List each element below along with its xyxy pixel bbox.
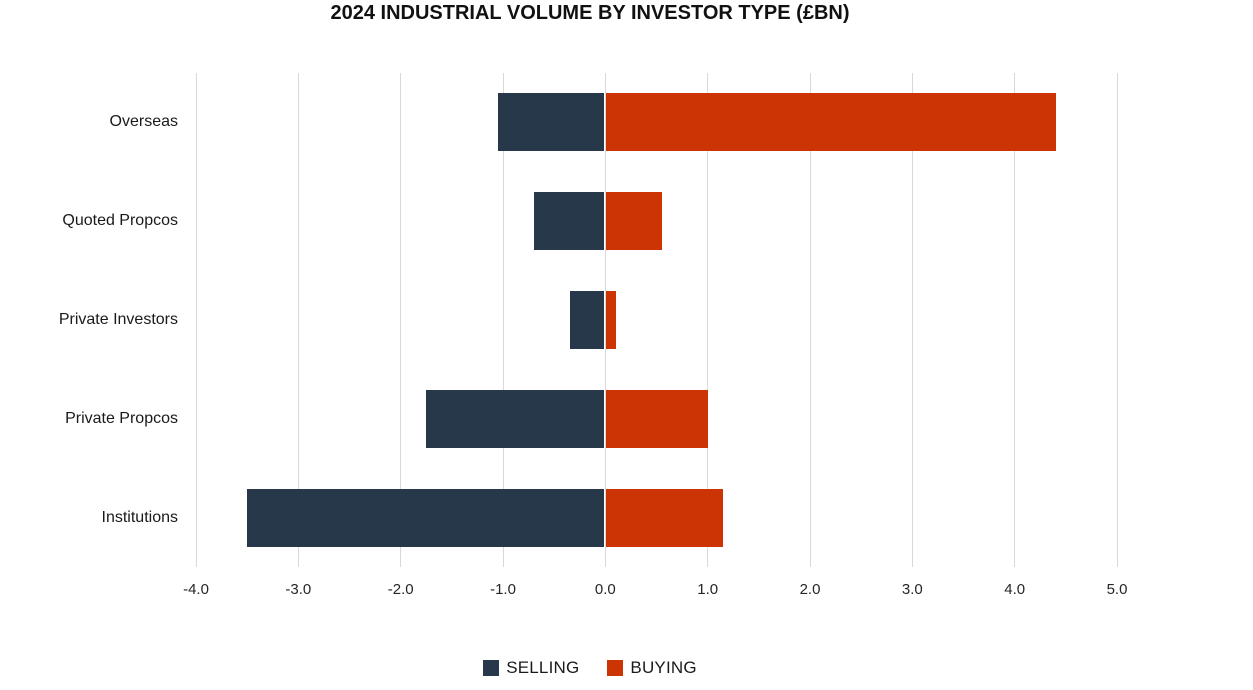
x-tick-label: 1.0	[697, 581, 719, 598]
x-tick-label: 4.0	[1004, 581, 1026, 598]
gridline	[1014, 73, 1016, 567]
bar-selling	[497, 93, 605, 152]
legend: SELLING BUYING	[0, 658, 1180, 678]
bar-buying	[606, 389, 708, 448]
legend-swatch-buying	[607, 660, 624, 676]
category-label: Overseas	[109, 113, 178, 131]
legend-label-selling: SELLING	[506, 658, 580, 677]
bar-selling	[569, 291, 605, 349]
chart-title: 2024 INDUSTRIAL VOLUME BY INVESTOR TYPE …	[330, 2, 850, 24]
x-axis: -4.0 -3.0 -2.0 -1.0 0.0 1.0 2.0 3.0 4.0 5.0	[183, 581, 1127, 605]
bar-buying	[606, 291, 616, 349]
gridline	[502, 73, 504, 567]
x-tick-label: 2.0	[799, 581, 821, 598]
legend-swatch-selling	[483, 660, 500, 676]
gridline	[809, 73, 811, 567]
x-tick-label: -1.0	[490, 581, 516, 598]
bar-selling	[533, 192, 605, 251]
x-tick-label: -4.0	[183, 581, 209, 598]
bar-buying	[606, 192, 662, 251]
bar-selling	[247, 488, 605, 547]
x-tick-label: 0.0	[594, 581, 616, 598]
legend-item-selling: SELLING	[483, 658, 579, 678]
gridline	[195, 73, 197, 567]
x-tick-label: 5.0	[1106, 581, 1128, 598]
bar-buying	[606, 93, 1056, 152]
legend-label-buying: BUYING	[630, 658, 697, 677]
gridline	[707, 73, 709, 567]
legend-item-buying: BUYING	[607, 658, 697, 678]
bar-selling	[426, 389, 605, 448]
gridline	[1116, 73, 1118, 567]
x-tick-label: 3.0	[901, 581, 923, 598]
x-tick-label: -2.0	[387, 581, 414, 598]
category-labels: Overseas Quoted Propcos Private Investors P…	[0, 73, 178, 567]
category-label: Institutions	[101, 508, 178, 526]
plot-area	[195, 73, 1118, 567]
category-label: Private Propcos	[65, 409, 178, 427]
gridline	[911, 73, 913, 567]
category-label: Private Investors	[58, 311, 178, 328]
gridline	[400, 73, 402, 567]
bar-buying	[606, 488, 723, 547]
gridline	[604, 73, 606, 567]
gridline	[297, 73, 299, 567]
x-tick-label: -3.0	[285, 581, 312, 598]
category-label: Quoted Propcos	[62, 212, 178, 230]
